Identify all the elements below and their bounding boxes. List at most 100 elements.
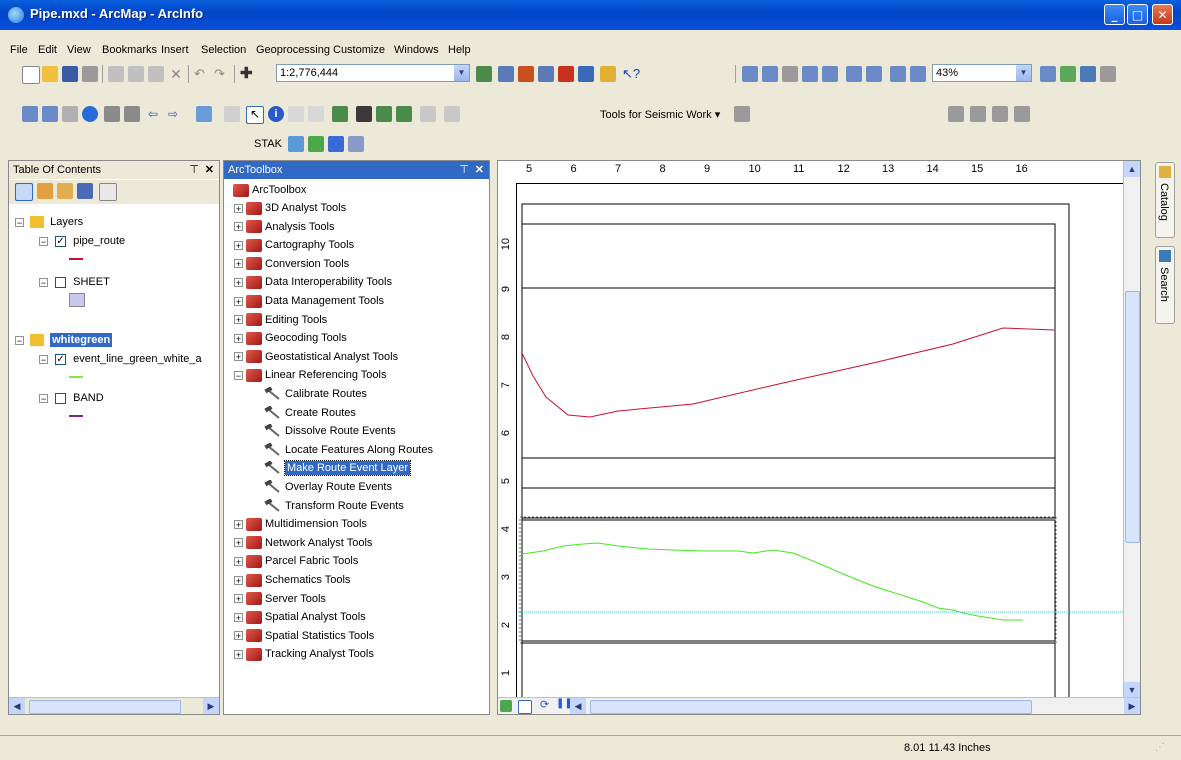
toc-layer-band[interactable]: − BAND [39,389,104,407]
search-window-icon[interactable] [538,66,554,82]
focus-data-frame-icon[interactable] [1060,66,1076,82]
resize-grip-icon[interactable]: ⋰ [1155,742,1165,753]
scroll-thumb[interactable] [590,700,1032,714]
undo-icon[interactable]: ↶ [194,66,205,81]
toolbox-tool-item[interactable]: Dissolve Route Events [264,422,396,440]
menu-file[interactable]: File [10,44,28,56]
seismic-tool-icon[interactable] [734,106,750,122]
minimize-button[interactable]: _ [1104,4,1125,25]
pause-icon[interactable]: ❚❚ [556,698,573,709]
zoom-100-percent-icon[interactable] [822,66,838,82]
seismic-tool-2-icon[interactable] [970,106,986,122]
zoom-out-icon[interactable] [42,106,58,122]
expand-icon[interactable]: + [234,594,243,605]
stak-tool-3-icon[interactable] [328,136,344,152]
go-back-extent-icon[interactable] [890,66,906,82]
catalog-window-icon[interactable] [518,66,534,82]
change-layout-icon[interactable] [1080,66,1096,82]
layout-zoom-out-icon[interactable] [762,66,778,82]
zoom-whole-page-icon[interactable] [802,66,818,82]
layout-view-icon[interactable] [518,700,532,714]
scroll-left-icon[interactable]: ◀ [570,698,586,714]
toolbox-toolset-item[interactable]: +3D Analyst Tools [234,199,346,217]
pin-icon[interactable]: ⊤ [459,164,469,176]
toolbox-toolset-item[interactable]: + Conversion Tools [234,255,349,273]
toc-options-icon[interactable] [99,183,117,201]
scroll-thumb[interactable] [29,700,181,714]
table-of-contents-icon[interactable] [498,66,514,82]
toolbox-toolset-item[interactable]: + Geostatistical Analyst Tools [234,348,398,366]
scroll-right-icon[interactable]: ▶ [1124,698,1140,714]
toc-layer-group-whitegreen[interactable]: − whitegreen [15,331,113,349]
seismic-tool-3-icon[interactable] [992,106,1008,122]
model-builder-icon[interactable] [600,66,616,82]
full-extent-icon[interactable] [82,106,98,122]
arctoolbox-window-icon[interactable] [558,66,574,82]
go-to-xy-icon[interactable] [396,106,412,122]
toc-layer-event-line[interactable]: − ✓ event_line_green_white_a [39,350,202,368]
back-arrow-icon[interactable]: ⇦ [148,107,159,121]
toolbox-tool-item[interactable]: Make Route Event Layer [264,459,412,477]
layout-view[interactable]: 5 6 7 8 9 10 11 12 13 14 15 16 10 9 8 7 6 5 4 3 2 1 ▲ ▼ ⟳ ❚❚… [497,160,1141,715]
toggle-draft-mode-icon[interactable] [1040,66,1056,82]
collapse-icon[interactable]: − [234,370,243,381]
zoom-in-icon[interactable] [22,106,38,122]
expand-icon[interactable]: + [234,296,243,307]
scroll-right-icon[interactable]: ▶ [203,698,219,714]
toc-layer-pipe-route[interactable]: − ✓ pipe_route [39,232,125,250]
html-popup-icon[interactable] [308,106,324,122]
print-icon[interactable] [82,66,98,82]
expand-icon[interactable]: + [234,519,243,530]
copy-icon[interactable] [128,66,144,82]
toc-horizontal-scrollbar[interactable]: ◀ ▶ [9,697,219,714]
toolbox-toolset-item[interactable]: + Server Tools [234,590,326,608]
collapse-icon[interactable]: − [39,236,48,247]
menu-insert[interactable]: Insert [161,44,189,56]
layer-visibility-checkbox[interactable] [55,276,67,288]
menu-edit[interactable]: Edit [38,44,57,56]
close-icon[interactable]: ✕ [204,164,214,176]
catalog-side-tab[interactable]: Catalog [1155,162,1175,238]
new-document-icon[interactable] [22,66,40,84]
expand-icon[interactable]: + [234,277,243,288]
toolbox-tool-item[interactable]: Calibrate Routes [264,385,367,403]
editor-toolbar-icon[interactable] [476,66,492,82]
expand-icon[interactable]: + [234,352,243,363]
expand-icon[interactable]: + [234,649,243,660]
seismic-tool-1-icon[interactable] [948,106,964,122]
list-by-source-icon[interactable] [37,183,53,199]
data-driven-pages-icon[interactable] [1100,66,1116,82]
menu-help[interactable]: Help [448,44,471,56]
expand-icon[interactable]: + [234,631,243,642]
expand-icon[interactable]: + [234,333,243,344]
layout-pan-icon[interactable] [782,66,798,82]
layout-zoom-in-icon[interactable] [742,66,758,82]
scroll-left-icon[interactable]: ◀ [9,698,25,714]
tools-for-seismic-work-menu[interactable]: Tools for Seismic Work ▾ [600,109,721,121]
expand-icon[interactable]: + [234,259,243,270]
expand-icon[interactable]: + [234,203,243,214]
python-window-icon[interactable] [578,66,594,82]
fixed-zoom-out-icon[interactable] [866,66,882,82]
toolbox-tool-item[interactable]: Transform Route Events [264,497,404,515]
expand-icon[interactable]: + [234,222,243,233]
open-folder-icon[interactable] [42,66,58,82]
layer-visibility-checkbox[interactable]: ✓ [55,353,67,365]
expand-icon[interactable]: + [234,575,243,586]
search-side-tab[interactable]: Search [1155,246,1175,324]
delete-icon[interactable]: ✕ [170,66,182,82]
fixed-zoom-in-map-icon[interactable] [104,106,120,122]
toolbox-toolset-item[interactable]: + Network Analyst Tools [234,534,372,552]
stak-tool-2-icon[interactable] [308,136,324,152]
toc-layer-sheet[interactable]: − SHEET [39,273,110,291]
fixed-zoom-in-icon[interactable] [846,66,862,82]
create-viewer-icon[interactable] [444,106,460,122]
measure-icon[interactable] [332,106,348,122]
layout-zoom-combo[interactable]: 43% ▼ [932,64,1032,82]
toolbox-toolset-item[interactable]: + Data Interoperability Tools [234,273,392,291]
collapse-icon[interactable]: − [39,393,48,404]
collapse-icon[interactable]: − [39,354,48,365]
cut-icon[interactable] [108,66,124,82]
menu-bookmarks[interactable]: Bookmarks [102,44,158,56]
find-route-icon[interactable] [376,106,392,122]
